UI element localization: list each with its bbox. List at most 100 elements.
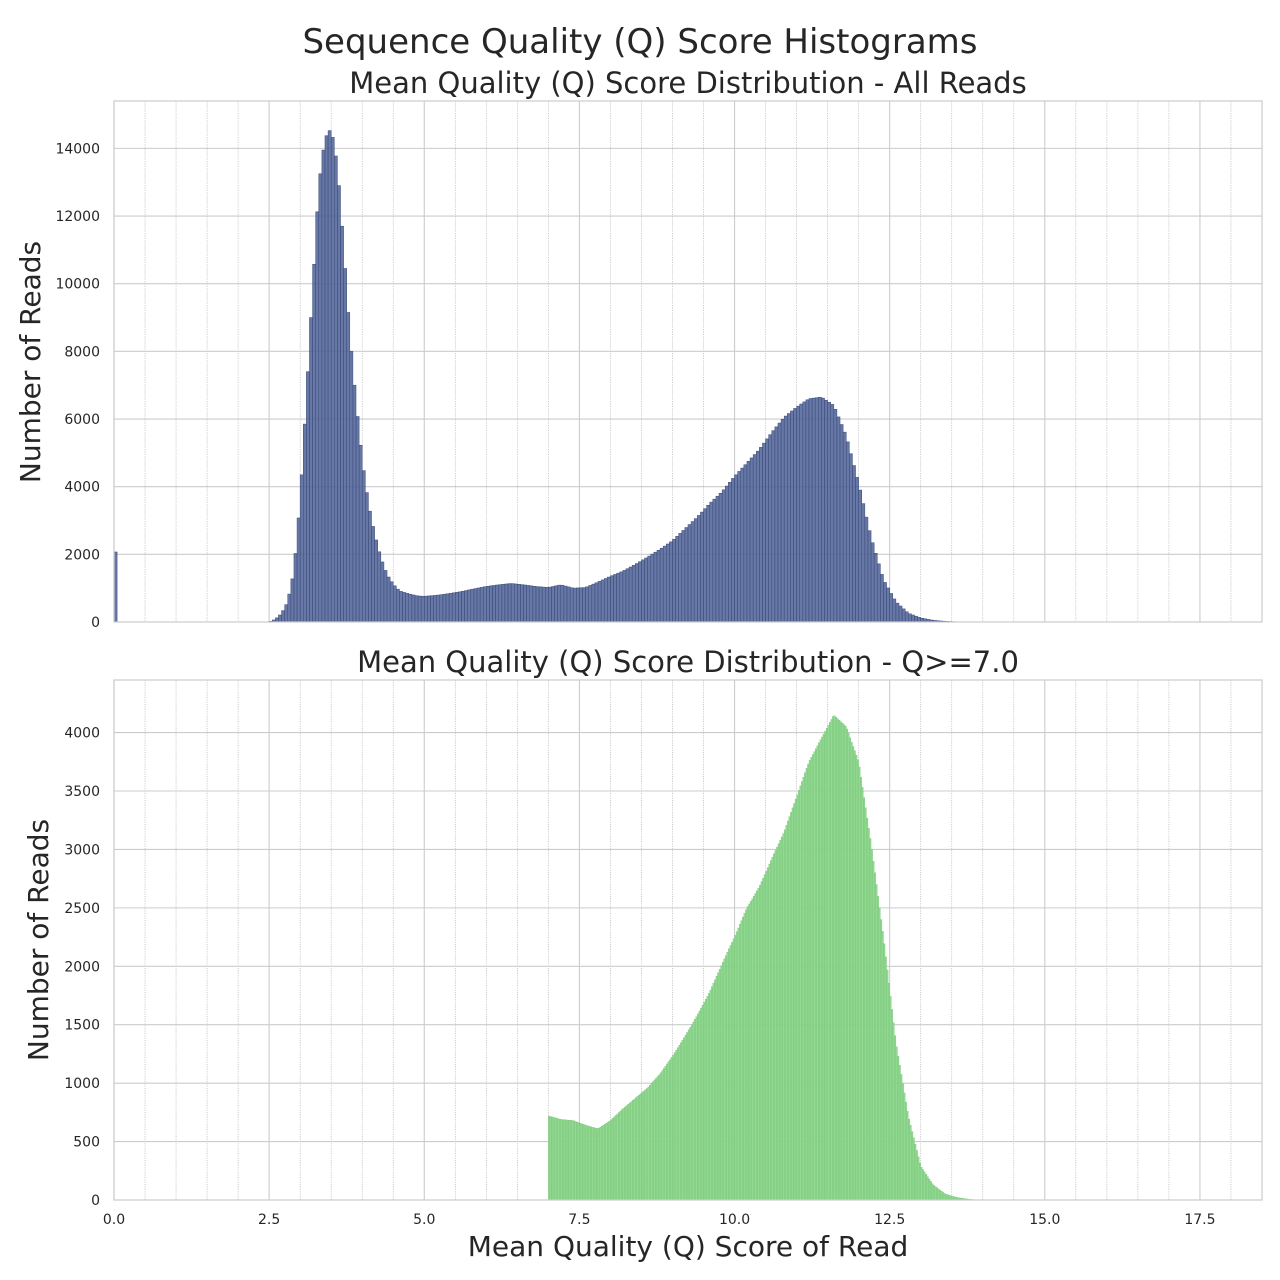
histogram-bar <box>383 570 388 623</box>
histogram-bar <box>762 877 765 1201</box>
histogram-bar <box>658 1074 661 1201</box>
histogram-bar <box>746 906 749 1201</box>
histogram-bar <box>714 979 717 1201</box>
histogram-bar <box>545 587 549 623</box>
histogram-bar <box>565 1119 568 1201</box>
histogram-bar <box>717 972 720 1201</box>
histogram-bar <box>427 595 431 623</box>
histogram-bar <box>895 1046 898 1201</box>
histogram-bar <box>762 442 766 623</box>
histogram-bar <box>697 1013 700 1201</box>
figure-suptitle: Sequence Quality (Q) Score Histograms <box>302 22 977 62</box>
x-tick-label: 7.5 <box>568 1212 590 1228</box>
histogram-bar <box>842 431 847 623</box>
histogram-bar <box>647 555 652 623</box>
histogram-bar <box>880 574 884 623</box>
histogram-bar <box>306 371 310 623</box>
histogram-bar <box>548 586 552 623</box>
histogram-bar <box>439 594 444 623</box>
histogram-bar <box>358 444 363 623</box>
histogram-bar <box>690 521 695 623</box>
histogram-bar <box>765 438 769 623</box>
histogram-bar <box>875 884 878 1201</box>
histogram-bar <box>638 561 642 623</box>
histogram-bar <box>290 578 295 623</box>
histogram-bar <box>740 920 743 1201</box>
histogram-bar <box>799 785 802 1201</box>
histogram-bar <box>420 595 425 623</box>
histogram-bar <box>712 498 717 623</box>
histogram-bar <box>374 539 378 623</box>
histogram-bar <box>392 585 397 623</box>
histogram-bar <box>919 1162 921 1201</box>
histogram-bar <box>794 798 797 1201</box>
histogram-bar <box>914 1143 917 1201</box>
histogram-bar <box>479 587 484 623</box>
histogram-bar <box>706 996 709 1201</box>
histogram-bar <box>312 263 316 623</box>
y-tick-label: 2000 <box>64 959 100 975</box>
histogram-bar <box>684 527 689 623</box>
x-tick-label: 17.5 <box>1184 1212 1215 1228</box>
histogram-bar <box>633 1098 636 1201</box>
histogram-bar <box>603 578 608 623</box>
x-tick-label: 5.0 <box>413 1212 435 1228</box>
histogram-bar <box>842 724 845 1201</box>
histogram-bar <box>498 584 503 623</box>
histogram-bar <box>676 1047 679 1201</box>
histogram-bar <box>628 566 633 623</box>
histogram-bar <box>690 1024 693 1201</box>
histogram-bar <box>600 579 605 623</box>
histogram-bar <box>923 1171 926 1201</box>
histogram-bar <box>361 470 366 623</box>
histogram-bar <box>804 772 807 1201</box>
histogram-bar <box>749 901 752 1201</box>
histogram-bar <box>940 1191 943 1201</box>
histogram-bar <box>622 570 627 623</box>
histogram-bar <box>766 867 769 1201</box>
histogram-bar <box>889 593 894 623</box>
x-tick-label: 0.0 <box>103 1212 125 1228</box>
histogram-bar <box>867 828 870 1201</box>
histogram-bar <box>552 1117 555 1201</box>
histogram-bar <box>399 591 403 623</box>
histogram-bar <box>582 1124 585 1201</box>
histogram-bar <box>874 872 876 1201</box>
histogram-bar <box>683 1037 686 1201</box>
histogram-bar <box>704 999 707 1201</box>
histogram-bar <box>850 741 853 1201</box>
histogram-bar <box>805 399 810 623</box>
plot-frame <box>113 679 1263 1201</box>
histogram-bar <box>510 583 515 623</box>
histogram-bar <box>641 1092 644 1201</box>
histogram-bar <box>950 1195 952 1201</box>
histogram-bar <box>830 719 833 1201</box>
minor-gridlines <box>144 101 1232 622</box>
histogram-bar <box>737 927 740 1201</box>
histogram-bar <box>636 1096 639 1201</box>
histogram-bar <box>790 410 794 623</box>
histogram-bar <box>889 996 892 1201</box>
histogram-bar <box>482 586 487 623</box>
histogram-bar <box>445 593 450 623</box>
histogram-bar <box>644 557 648 623</box>
histogram-bar <box>771 430 776 623</box>
histogram-bar <box>631 565 636 623</box>
histogram-bar <box>718 969 721 1201</box>
histogram-bar <box>931 1183 934 1201</box>
histogram-bar <box>604 1123 606 1201</box>
histogram-bar <box>577 1122 580 1201</box>
histogram-bar <box>330 137 335 623</box>
histogram-bar <box>801 781 803 1201</box>
histogram-bar <box>864 516 869 623</box>
histogram-bar <box>891 1009 893 1201</box>
y-tick-label: 0 <box>91 1193 100 1209</box>
histogram-bar <box>555 1118 558 1201</box>
histogram-bar <box>759 884 762 1201</box>
histogram-bar <box>768 434 773 623</box>
histogram-bar <box>838 720 841 1201</box>
histogram-bar <box>613 1116 616 1201</box>
histogram-bar <box>613 574 617 623</box>
histogram-bar <box>451 592 456 623</box>
histogram-bar <box>712 983 715 1201</box>
